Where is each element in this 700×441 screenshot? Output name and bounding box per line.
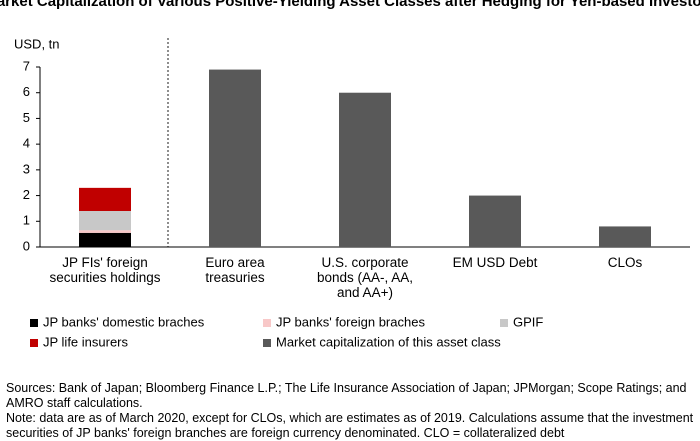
legend-marker bbox=[30, 339, 38, 347]
y-tick-label: 4 bbox=[23, 136, 30, 151]
note: Note: data are as of March 2020, except … bbox=[6, 411, 694, 440]
bar bbox=[339, 92, 391, 247]
y-tick-label: 1 bbox=[23, 213, 30, 228]
legend-label: JP banks' foreign braches bbox=[276, 314, 425, 329]
y-tick-label: 2 bbox=[23, 187, 30, 202]
y-tick-label: 7 bbox=[23, 58, 30, 73]
legend-label: Market capitalization of this asset clas… bbox=[276, 334, 501, 349]
x-tick-label: U.S. corporate bonds (AA-, AA, and AA+) bbox=[316, 255, 414, 300]
bar bbox=[79, 211, 131, 231]
y-tick-label: 0 bbox=[23, 238, 30, 253]
legend-marker bbox=[500, 319, 508, 327]
y-tick-label: 6 bbox=[23, 84, 30, 99]
legend-marker bbox=[263, 319, 271, 327]
chart-title: Market Capitalization of Various Positiv… bbox=[0, 0, 700, 10]
bar bbox=[469, 195, 521, 247]
y-tick-label: 3 bbox=[23, 161, 30, 176]
sources: Sources: Bank of Japan; Bloomberg Financ… bbox=[6, 381, 687, 410]
x-tick-label: JP FIs' foreign securities holdings bbox=[49, 255, 161, 285]
bar bbox=[599, 226, 651, 247]
legend-marker bbox=[263, 339, 271, 347]
legend-marker bbox=[30, 319, 38, 327]
x-tick-label: CLOs bbox=[607, 255, 643, 270]
bar bbox=[79, 230, 131, 233]
legend-label: JP life insurers bbox=[43, 334, 129, 349]
x-tick-label: EM USD Debt bbox=[452, 255, 538, 270]
bar bbox=[79, 232, 131, 247]
y-tick-label: 5 bbox=[23, 110, 30, 125]
bar bbox=[209, 69, 261, 247]
legend-label: JP banks' domestic braches bbox=[43, 314, 205, 329]
x-tick-label: Euro area treasuries bbox=[205, 255, 265, 285]
bar bbox=[79, 187, 131, 211]
y-axis-label: USD, tn bbox=[14, 36, 60, 51]
legend-label: GPIF bbox=[513, 314, 543, 329]
